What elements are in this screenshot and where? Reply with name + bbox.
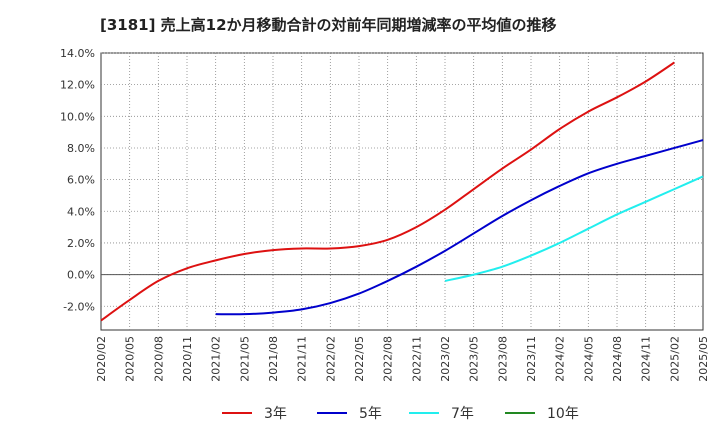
y-tick-label: 8.0% bbox=[67, 142, 95, 155]
y-tick-label: -2.0% bbox=[63, 300, 95, 313]
series-line-1 bbox=[215, 139, 704, 316]
x-tick-label: 2020/11 bbox=[181, 336, 194, 382]
x-tick-label: 2023/02 bbox=[439, 336, 452, 382]
x-tick-label: 2024/02 bbox=[554, 336, 567, 382]
x-tick-label: 2022/02 bbox=[324, 336, 337, 382]
x-tick-label: 2021/02 bbox=[210, 336, 223, 382]
x-tick-label: 2020/05 bbox=[124, 336, 137, 382]
x-tick-label: 2023/05 bbox=[468, 336, 481, 382]
x-tick-label: 2020/02 bbox=[95, 336, 108, 382]
series-line-0 bbox=[100, 61, 675, 322]
y-tick-label: 2.0% bbox=[67, 237, 95, 250]
x-tick-label: 2023/08 bbox=[496, 336, 509, 382]
plot-area bbox=[100, 52, 704, 331]
y-tick-label: 6.0% bbox=[67, 174, 95, 187]
y-tick-label: 12.0% bbox=[60, 79, 95, 92]
legend-label-2: 7年 bbox=[451, 406, 474, 422]
x-tick-label: 2021/05 bbox=[238, 336, 251, 382]
x-tick-label: 2024/05 bbox=[582, 336, 595, 382]
y-tick-label: 4.0% bbox=[67, 205, 95, 218]
x-tick-label: 2021/08 bbox=[267, 336, 280, 382]
x-tick-label: 2023/11 bbox=[525, 336, 538, 382]
x-tick-label: 2022/05 bbox=[353, 336, 366, 382]
legend-label-1: 5年 bbox=[359, 406, 382, 422]
x-tick-label: 2024/11 bbox=[640, 336, 653, 382]
x-tick-label: 2022/11 bbox=[410, 336, 423, 382]
series-line-2 bbox=[444, 175, 704, 282]
x-tick-label: 2022/08 bbox=[382, 336, 395, 382]
legend-label-3: 10年 bbox=[547, 406, 579, 422]
y-tick-label: 10.0% bbox=[60, 110, 95, 123]
x-tick-label: 2025/05 bbox=[697, 336, 710, 382]
x-tick-label: 2024/08 bbox=[611, 336, 624, 382]
x-tick-label: 2020/08 bbox=[152, 336, 165, 382]
y-tick-label: 0.0% bbox=[67, 269, 95, 282]
chart-title: [3181] 売上高12か月移動合計の対前年同期増減率の平均値の推移 bbox=[100, 16, 557, 34]
y-tick-label: 14.0% bbox=[60, 47, 95, 60]
x-tick-label: 2021/11 bbox=[296, 336, 309, 382]
legend-label-0: 3年 bbox=[264, 406, 287, 422]
x-tick-label: 2025/02 bbox=[668, 336, 681, 382]
